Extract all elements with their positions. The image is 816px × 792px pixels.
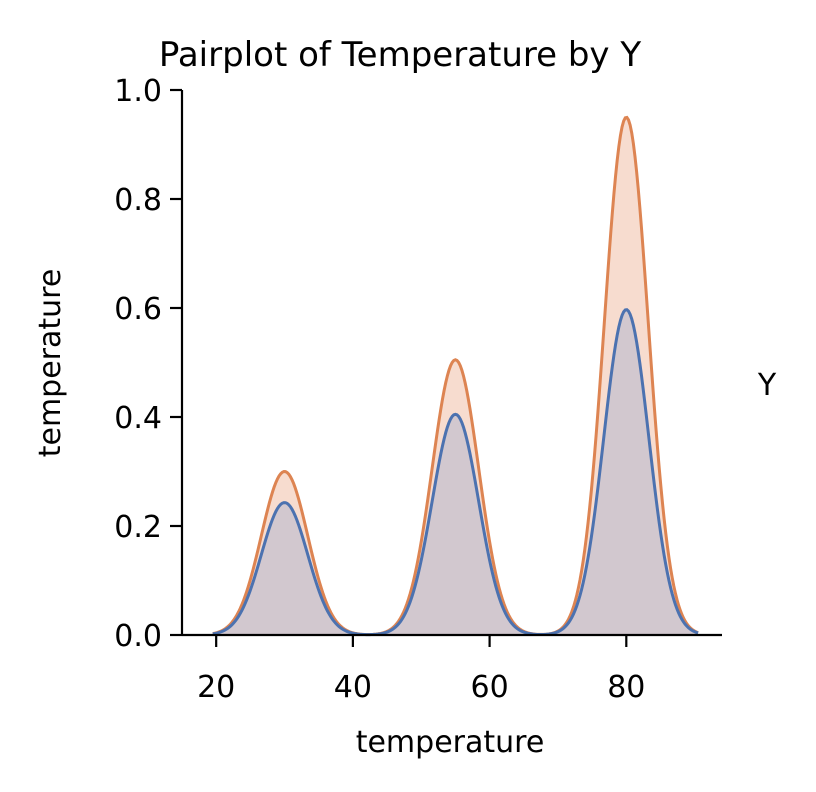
series-layer (212, 115, 699, 637)
y-ticks: 0.0 0.2 0.4 0.6 0.8 1.0 (114, 74, 182, 654)
y-tick-label: 0.0 (114, 619, 162, 654)
y-axis-label: temperature (33, 269, 68, 458)
x-tick-label: 40 (334, 670, 372, 705)
y-tick-label: 0.2 (114, 510, 162, 545)
series-1-area (212, 117, 699, 635)
y-tick-label: 0.4 (114, 401, 162, 436)
x-tick-label: 20 (197, 670, 235, 705)
x-ticks: 20 40 60 80 (197, 635, 645, 705)
x-tick-label: 60 (471, 670, 509, 705)
legend-title: Y (757, 368, 777, 403)
series-2-line (212, 308, 699, 637)
x-axis-label: temperature (356, 725, 545, 760)
series-1-line (212, 115, 699, 637)
x-tick-label: 80 (607, 670, 645, 705)
y-tick-label: 0.6 (114, 292, 162, 327)
series-2-area (212, 309, 699, 635)
y-tick-label: 1.0 (114, 74, 162, 109)
chart-title: Pairplot of Temperature by Y (159, 35, 641, 75)
y-tick-label: 0.8 (114, 183, 162, 218)
